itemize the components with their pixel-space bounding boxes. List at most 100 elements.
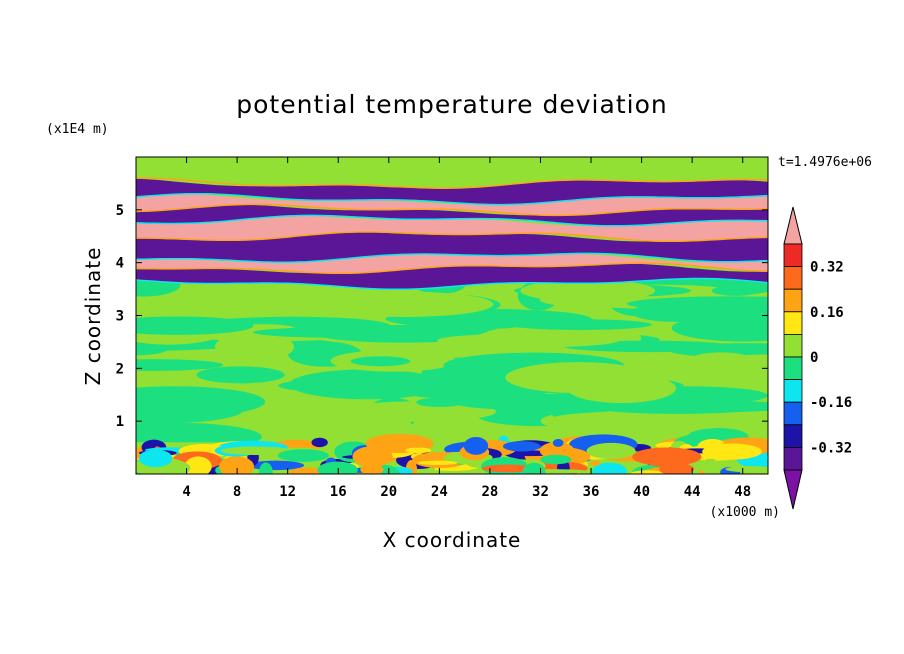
colorbar-top-arrow [783,206,803,245]
colorbar-box [783,311,803,335]
x-tick-label: 20 [380,484,397,500]
field-patch [315,291,494,317]
field-bottom-patch [540,454,572,465]
colorbar-box [783,379,803,403]
field-patch [253,326,447,338]
x-tick-label: 40 [633,484,650,500]
x-tick-label: 16 [330,484,347,500]
colorbar-label: 0 [810,350,818,366]
field-patch [453,395,594,410]
field-band-edge [136,231,768,243]
colorbar-box [783,266,803,290]
field-patch [416,397,464,408]
field-bottom-patch [702,443,762,460]
chart-title: potential temperature deviation [236,90,667,119]
contour-field [136,157,768,474]
x-axis-title: X coordinate [383,528,522,552]
x-tick-label: 24 [431,484,448,500]
field-bottom-patch [522,462,546,474]
field-bottom-patch [138,449,173,468]
field-patch [508,319,652,330]
colorbar-label: 0.16 [810,305,844,321]
field-patch [544,410,745,432]
field-band [136,193,768,216]
colorbar-label: -0.32 [810,440,852,456]
field-patch [323,372,397,396]
colorbar-label: 0.32 [810,260,844,276]
colorbar-box [783,401,803,426]
field-band-edge [136,214,768,227]
y-tick-label: 5 [116,203,124,219]
field-bottom-patch [277,449,329,462]
field-bottom-patch [220,446,292,455]
field-band-edge [136,203,768,217]
field-band-edge [136,252,768,263]
field-patch [711,285,760,296]
colorbar-bottom-arrow [783,469,803,510]
field-bottom-patch [405,447,432,454]
colorbar: 0.32 0.16 0 -0.16 -0.32 [783,206,852,510]
x-tick-label: 8 [233,484,241,500]
y-tick-label: 3 [116,309,124,325]
field-bottom-patch [539,442,575,460]
field-band-edge [136,277,768,291]
x-unit-label: (x1000 m) [710,505,780,520]
colorbar-box [783,446,803,471]
field-band [136,253,768,274]
x-tick-label: 44 [684,484,701,500]
field-bottom-patch [589,460,601,466]
y-axis-title: Z coordinate [81,247,105,386]
colorbar-label: -0.16 [810,395,852,411]
x-tick-label: 4 [182,484,190,500]
field-patch [595,401,762,414]
field-bottom-patch [630,470,665,474]
field-bottom-patch [725,465,768,473]
colorbar-box [783,288,803,313]
colorbar-box [783,356,803,381]
field-patch [136,397,243,424]
field-bottom-patch [502,441,541,452]
field-bottom-patch [360,464,384,474]
field-bottom-patch [704,456,717,474]
field-bottom-patch [417,460,458,466]
field-band [136,178,768,205]
y-tick-label: 2 [116,361,124,377]
x-tick-label: 28 [481,484,498,500]
time-label: t=1.4976e+06 [778,155,872,170]
field-patch [312,410,412,440]
field-bottom-patch [659,462,695,474]
field-patch [196,366,285,384]
field-band-edge [136,192,768,206]
field-bottom-patch [184,456,212,474]
field-bottom-patch [288,467,325,474]
x-axis: 4 8 12 16 20 24 28 32 36 40 44 48 [182,157,751,500]
x-tick-label: 12 [279,484,296,500]
field-patch [136,316,254,335]
field-patch [566,373,677,404]
field-band [136,231,768,263]
y-tick-label: 4 [116,256,124,272]
field-patch [350,356,411,367]
field-bottom-patch [632,447,702,467]
field-bottom-patch [352,446,393,467]
colorbar-box [783,424,803,448]
field-patch [698,354,768,386]
field-bottom-patch [481,464,537,473]
field-bottom-patch [311,437,328,448]
field-bottom-patch [219,456,255,474]
field-band [136,204,768,226]
colorbar-box [783,333,803,358]
field-bottom-patch [552,438,564,447]
field-bottom-patch [586,442,636,460]
field-band-edge [136,262,768,275]
field-band [136,215,768,242]
field-patch [630,302,726,322]
y-axis: 1 2 3 4 5 [116,203,768,430]
field-patch [520,279,656,302]
field-patch [436,333,619,348]
field-patch [136,359,224,371]
y-tick-label: 1 [116,414,124,430]
x-tick-label: 36 [583,484,600,500]
y-unit-label: (x1E4 m) [46,122,109,137]
